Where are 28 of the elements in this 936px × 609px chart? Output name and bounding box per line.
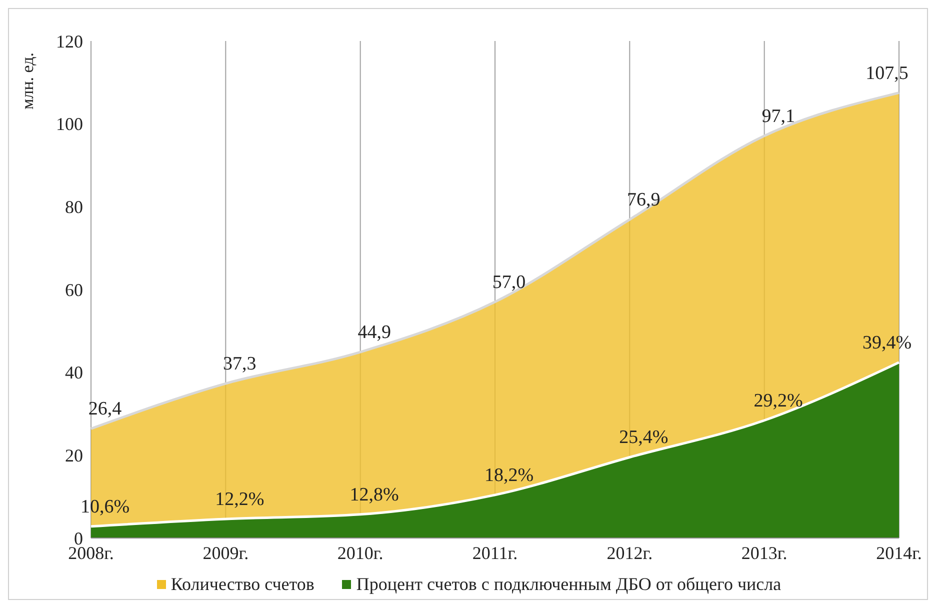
data-label: 107,5 (866, 62, 908, 84)
annotation: 12,2% (215, 488, 264, 510)
x-tick-label: 2012г. (606, 542, 653, 563)
y-tick-label: 20 (65, 446, 83, 466)
data-label: 26,4 (88, 398, 122, 420)
annotation: 18,2% (484, 464, 534, 486)
data-label: 57,0 (492, 272, 526, 293)
x-tick-label: 2011г. (472, 542, 518, 563)
data-label: 97,1 (762, 106, 795, 127)
legend-label: Процент счетов с подключенным ДБО от общего числа (356, 574, 782, 595)
y-tick-label: 120 (56, 31, 83, 52)
data-label: 37,3 (223, 354, 256, 375)
data-label: 76,9 (627, 190, 660, 211)
x-tick-label: 2010г. (337, 542, 384, 563)
legend-label: Количество счетов (170, 574, 314, 595)
y-tick-label: 100 (56, 114, 83, 134)
y-tick-label: 0 (74, 528, 83, 548)
annotation: 25,4% (619, 427, 668, 448)
x-tick-label: 2009г. (202, 542, 249, 563)
annotation: 12,8% (350, 484, 400, 506)
data-label: 44,9 (358, 322, 391, 344)
x-tick-label: 2014г. (876, 542, 922, 563)
y-tick-label: 40 (65, 362, 83, 383)
x-tick-label: 2013г. (741, 542, 788, 563)
y-axis-title: млн. ед. (18, 52, 38, 110)
y-tick-label: 80 (65, 197, 83, 218)
y-tick-label: 60 (65, 280, 83, 300)
annotation: 29,2% (754, 390, 804, 412)
